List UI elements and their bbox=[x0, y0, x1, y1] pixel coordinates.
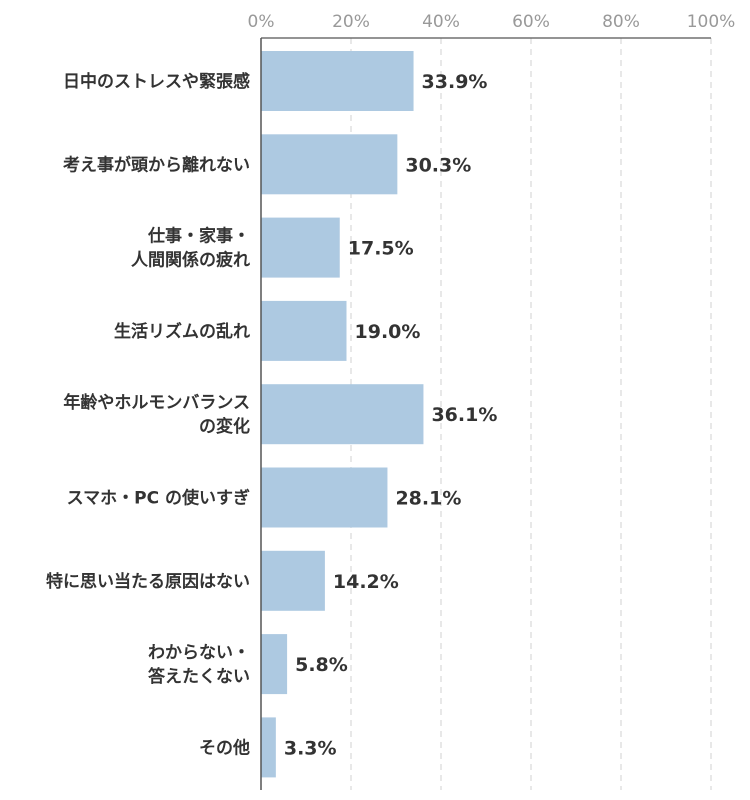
category-label: 年齢やホルモンバランスの変化 bbox=[63, 392, 250, 437]
x-tick-label: 100% bbox=[687, 12, 736, 32]
bar bbox=[261, 51, 414, 111]
bar-value-label: 14.2% bbox=[333, 571, 399, 593]
category-label: 特に思い当たる原因はない bbox=[46, 571, 250, 592]
x-tick-label: 40% bbox=[422, 12, 460, 32]
bars bbox=[261, 51, 424, 778]
bar-value-label: 3.3% bbox=[284, 737, 337, 759]
category-label-line: その他 bbox=[199, 737, 250, 758]
bar-value-label: 28.1% bbox=[395, 488, 461, 510]
bar-value-label: 5.8% bbox=[295, 654, 348, 676]
bar bbox=[261, 634, 288, 695]
x-tick-label: 20% bbox=[332, 12, 370, 32]
bar bbox=[261, 717, 276, 778]
category-label-line: 答えたくない bbox=[148, 666, 250, 687]
bar bbox=[261, 300, 347, 361]
bar-value-label: 30.3% bbox=[405, 154, 471, 176]
bar bbox=[261, 550, 325, 611]
bar-value-label: 36.1% bbox=[431, 404, 497, 426]
category-label: 生活リズムの乱れ bbox=[114, 321, 250, 342]
x-tick-label: 80% bbox=[602, 12, 640, 32]
bar bbox=[261, 134, 398, 195]
bar bbox=[261, 217, 340, 278]
labels: 0% 20% 40% 60% 80% 100% 33.9% 日中のストレスや緊張感 30.3% 考… bbox=[46, 12, 735, 759]
category-label-line: わからない・ bbox=[148, 643, 250, 663]
bar-value-label: 19.0% bbox=[355, 321, 421, 343]
bar-value-label: 33.9% bbox=[422, 71, 488, 93]
category-label-line: 年齢やホルモンバランス bbox=[63, 392, 250, 413]
category-label-line: 考え事が頭から離れない bbox=[62, 154, 250, 175]
category-label: 仕事・家事・人間関係の疲れ bbox=[131, 226, 250, 271]
bar bbox=[261, 467, 388, 528]
category-label-line: 仕事・家事・ bbox=[147, 226, 250, 247]
category-label-line: 生活リズムの乱れ bbox=[114, 321, 250, 342]
bar-value-label: 17.5% bbox=[348, 238, 414, 260]
category-label: スマホ・PC の使いすぎ bbox=[67, 488, 250, 509]
x-tick-label: 60% bbox=[512, 12, 550, 32]
category-label-line: 人間関係の疲れ bbox=[131, 250, 250, 271]
category-label-line: 日中のストレスや緊張感 bbox=[63, 71, 250, 92]
category-label-line: の変化 bbox=[199, 416, 250, 437]
category-label: 考え事が頭から離れない bbox=[62, 154, 250, 175]
category-label: わからない・答えたくない bbox=[148, 643, 250, 687]
x-tick-label: 0% bbox=[248, 12, 275, 32]
bar bbox=[261, 384, 424, 445]
category-label: その他 bbox=[199, 737, 250, 758]
category-label-line: スマホ・PC の使いすぎ bbox=[67, 488, 250, 509]
category-label-line: 特に思い当たる原因はない bbox=[46, 571, 250, 592]
axes bbox=[260, 37, 711, 790]
category-label: 日中のストレスや緊張感 bbox=[63, 71, 250, 92]
